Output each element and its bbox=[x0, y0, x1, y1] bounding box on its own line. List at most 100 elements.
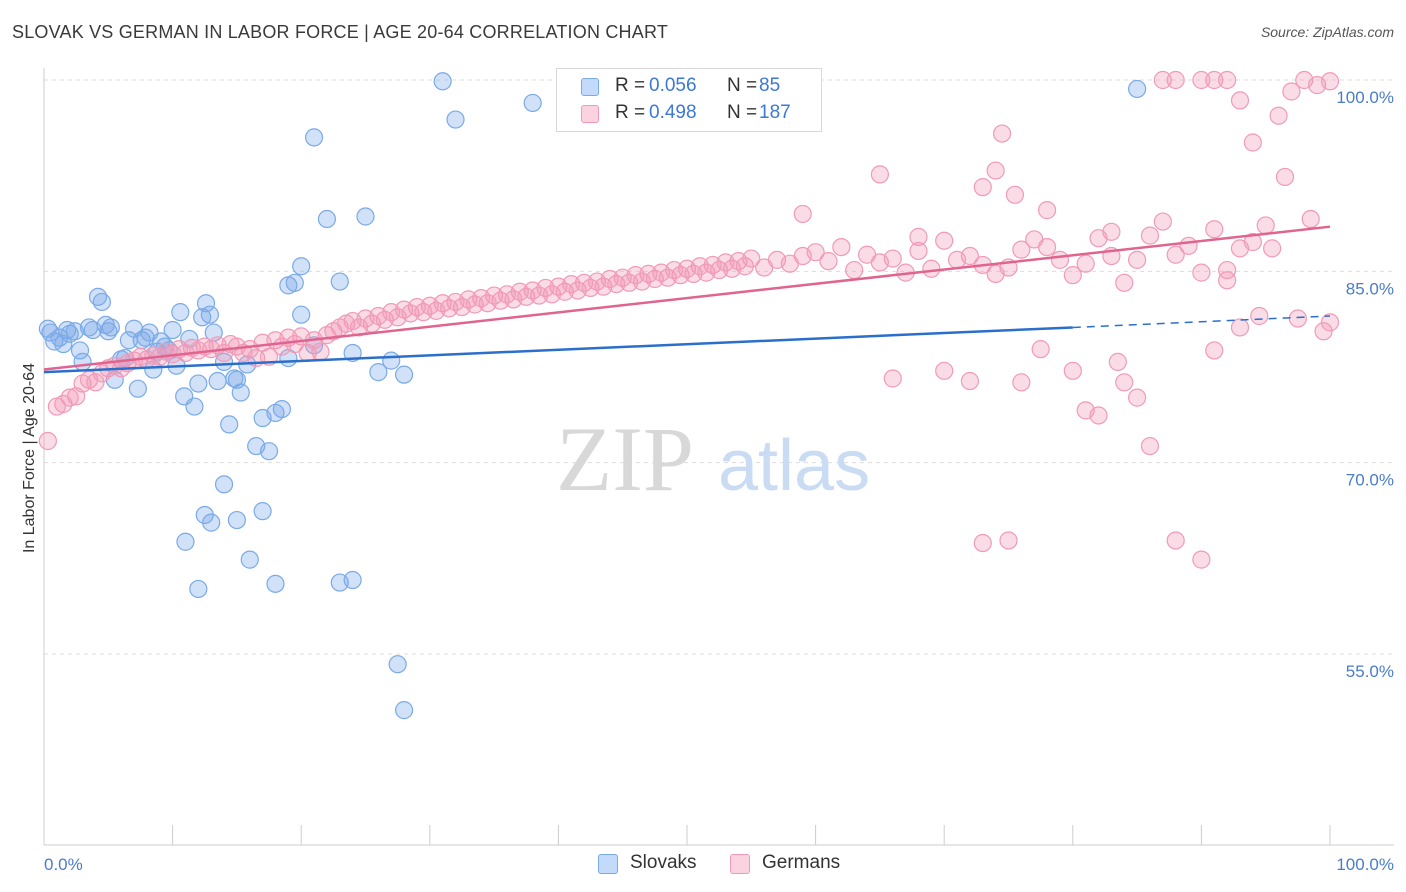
point-germans bbox=[1166, 245, 1185, 264]
point-slovaks bbox=[272, 399, 292, 419]
point-germans bbox=[1192, 263, 1211, 282]
point-germans bbox=[1050, 250, 1070, 269]
point-germans bbox=[973, 533, 992, 553]
point-germans bbox=[1263, 239, 1282, 258]
y-tick-label: 55.0% bbox=[1346, 662, 1394, 681]
point-slovaks bbox=[70, 341, 90, 360]
point-slovaks bbox=[60, 324, 79, 343]
point-slovaks bbox=[202, 513, 221, 532]
point-germans bbox=[1166, 531, 1185, 550]
point-germans bbox=[883, 369, 902, 388]
point-germans bbox=[1153, 70, 1172, 90]
point-germans bbox=[1153, 212, 1172, 231]
point-slovaks bbox=[369, 363, 388, 382]
point-germans bbox=[38, 431, 57, 451]
point-germans bbox=[1108, 352, 1127, 371]
point-germans bbox=[1243, 232, 1262, 252]
point-germans bbox=[1205, 341, 1224, 360]
legend-panel: R = 0.056 N = 85 R = 0.498 N = 187 bbox=[556, 68, 822, 132]
bottom-legend-swatch-slovaks bbox=[598, 854, 618, 874]
chart-title: SLOVAK VS GERMAN IN LABOR FORCE | AGE 20… bbox=[12, 22, 669, 42]
point-germans bbox=[1140, 226, 1160, 245]
point-germans bbox=[1115, 273, 1134, 292]
point-germans bbox=[1179, 236, 1198, 255]
legend-swatch-germans bbox=[581, 105, 599, 123]
trend-line-slovaks-extension bbox=[1072, 315, 1331, 329]
point-germans bbox=[1301, 209, 1320, 229]
bottom-legend-swatch-germans bbox=[730, 854, 750, 874]
watermark-atlas: atlas bbox=[718, 426, 870, 506]
point-germans bbox=[1089, 406, 1108, 425]
x-tick-label: 100.0% bbox=[1336, 855, 1394, 874]
point-slovaks bbox=[185, 397, 204, 416]
point-germans bbox=[1275, 167, 1295, 187]
point-slovaks bbox=[433, 72, 452, 91]
bottom-legend-label-germans: Germans bbox=[762, 852, 841, 873]
watermark-zip: ZIP bbox=[556, 408, 694, 510]
point-slovaks bbox=[189, 579, 208, 599]
point-germans bbox=[1230, 318, 1250, 337]
point-germans bbox=[1314, 322, 1333, 341]
point-germans bbox=[1031, 340, 1050, 359]
point-germans bbox=[935, 231, 954, 250]
x-tick-labels: 0.0% 100.0% bbox=[44, 855, 1394, 874]
point-germans bbox=[1256, 216, 1275, 235]
point-slovaks bbox=[163, 320, 182, 340]
legend-n-label: N = bbox=[727, 102, 758, 123]
point-germans bbox=[1218, 271, 1237, 290]
point-germans bbox=[1037, 201, 1057, 220]
point-germans bbox=[832, 237, 851, 257]
point-germans bbox=[1076, 254, 1095, 273]
point-germans bbox=[1012, 240, 1031, 259]
series-germans-points bbox=[38, 70, 1340, 569]
point-germans bbox=[1192, 70, 1211, 90]
watermark: ZIP atlas bbox=[556, 408, 870, 510]
point-germans bbox=[1127, 388, 1147, 407]
point-germans bbox=[1250, 306, 1269, 326]
point-slovaks bbox=[65, 322, 84, 341]
point-germans bbox=[1320, 72, 1340, 91]
point-germans bbox=[60, 388, 79, 407]
legend-r-label: R = bbox=[615, 75, 646, 96]
legend-r-label: R = bbox=[615, 102, 646, 123]
point-germans bbox=[1288, 309, 1307, 328]
point-germans bbox=[935, 361, 954, 380]
point-slovaks bbox=[330, 272, 349, 291]
point-germans bbox=[1063, 361, 1082, 380]
point-slovaks bbox=[189, 374, 208, 393]
point-slovaks bbox=[128, 379, 147, 398]
series-slovaks-points bbox=[38, 72, 1147, 720]
y-tick-labels: 100.0% 85.0% 70.0% 55.0% bbox=[1336, 88, 1394, 681]
point-slovaks bbox=[317, 209, 337, 229]
point-slovaks bbox=[208, 371, 227, 391]
point-germans bbox=[845, 260, 864, 280]
point-slovaks bbox=[176, 532, 195, 551]
point-slovaks bbox=[171, 303, 190, 322]
x-tick-label: 0.0% bbox=[44, 855, 83, 874]
point-germans bbox=[311, 342, 330, 361]
legend-n-label: N = bbox=[727, 75, 758, 96]
point-slovaks bbox=[304, 128, 324, 147]
legend-r-value: 0.056 bbox=[649, 75, 697, 96]
point-germans bbox=[1205, 220, 1224, 239]
point-slovaks bbox=[227, 510, 246, 530]
point-germans bbox=[806, 243, 825, 262]
point-germans bbox=[1192, 550, 1211, 569]
point-slovaks bbox=[394, 365, 414, 384]
point-slovaks bbox=[196, 294, 216, 313]
legend-r-value: 0.498 bbox=[649, 102, 697, 123]
point-germans bbox=[1127, 250, 1147, 269]
point-germans bbox=[1037, 237, 1057, 257]
point-germans bbox=[1218, 70, 1237, 90]
axes bbox=[43, 68, 1394, 846]
point-slovaks bbox=[523, 93, 542, 113]
y-axis-label: In Labor Force | Age 20-64 bbox=[21, 363, 38, 553]
point-germans bbox=[86, 373, 105, 392]
point-slovaks bbox=[200, 305, 219, 324]
trend-line-germans bbox=[43, 225, 1331, 371]
point-germans bbox=[793, 204, 812, 224]
point-slovaks bbox=[73, 352, 92, 371]
point-germans bbox=[1269, 106, 1288, 125]
point-germans bbox=[1102, 222, 1121, 241]
point-slovaks bbox=[388, 655, 407, 674]
